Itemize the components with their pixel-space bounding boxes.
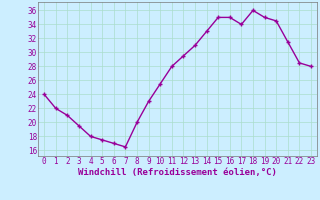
X-axis label: Windchill (Refroidissement éolien,°C): Windchill (Refroidissement éolien,°C) [78, 168, 277, 177]
